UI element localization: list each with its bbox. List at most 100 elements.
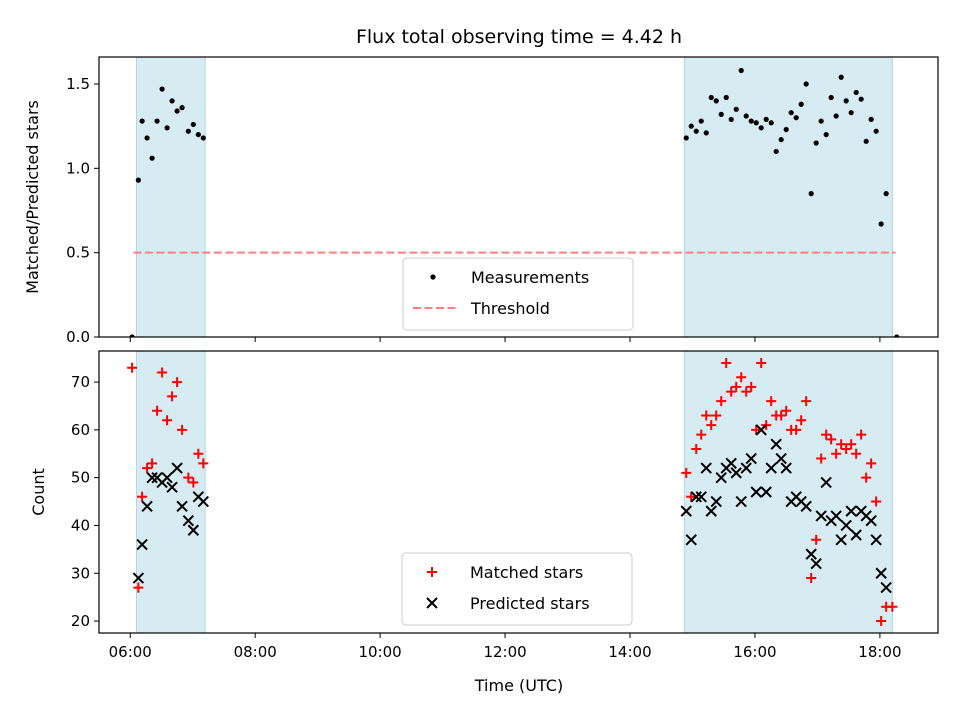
- data-point: [780, 462, 792, 474]
- data-point: [776, 410, 787, 421]
- data-point: [683, 135, 689, 141]
- data-point: [870, 534, 882, 546]
- data-point: [711, 410, 722, 421]
- data-point: [831, 448, 842, 459]
- data-point: [179, 105, 185, 111]
- data-point: [868, 116, 874, 123]
- y-axis-label: Count: [29, 468, 48, 516]
- data-point: [748, 118, 754, 124]
- data-point: [708, 94, 714, 101]
- data-point: [880, 581, 892, 594]
- data-point: [843, 98, 849, 104]
- observing-window: [683, 351, 893, 633]
- data-point: [167, 391, 178, 402]
- x-tick-label: 12:00: [483, 643, 526, 661]
- data-point: [728, 116, 734, 123]
- data-point: [773, 148, 779, 155]
- y-tick-label: 50: [71, 469, 90, 487]
- x-tick-label: 06:00: [109, 643, 152, 661]
- legend-box: [401, 552, 633, 626]
- data-point: [828, 94, 834, 101]
- data-point: [810, 557, 822, 570]
- data-point: [174, 108, 180, 114]
- data-point: [751, 424, 762, 435]
- data-point: [836, 439, 847, 450]
- data-point: [813, 140, 819, 146]
- data-point: [783, 126, 789, 133]
- data-point: [188, 477, 199, 488]
- legend-marker: [426, 597, 438, 609]
- data-point: [845, 505, 857, 517]
- data-point: [803, 81, 809, 87]
- data-point: [781, 405, 792, 416]
- legend-label: Threshold: [470, 299, 550, 318]
- data-point: [703, 130, 709, 136]
- y-tick-label: 1.0: [66, 159, 90, 177]
- data-point: [680, 505, 692, 517]
- data-point: [725, 457, 737, 470]
- data-point: [801, 396, 812, 407]
- data-point: [746, 381, 757, 392]
- data-point: [866, 458, 877, 469]
- x-axis-label: Time (UTC): [474, 676, 563, 695]
- data-point: [755, 424, 767, 436]
- data-point: [129, 334, 135, 337]
- data-point: [765, 462, 777, 474]
- data-point: [740, 462, 752, 474]
- data-point: [176, 500, 188, 513]
- data-point: [858, 96, 864, 102]
- y-tick-label: 20: [71, 612, 90, 630]
- chart-title: Flux total observing time = 4.42 h: [356, 26, 682, 48]
- data-point: [700, 462, 712, 474]
- observing-window: [683, 57, 893, 337]
- data-point: [805, 548, 817, 560]
- data-point: [853, 89, 859, 96]
- data-point: [745, 452, 757, 465]
- legend-label: Matched stars: [470, 563, 583, 582]
- y-tick-label: 0.0: [66, 328, 90, 346]
- y-tick-label: 0.5: [66, 244, 90, 262]
- data-point: [865, 514, 877, 527]
- data-point: [713, 98, 719, 104]
- data-point: [185, 128, 191, 134]
- x-tick-label: 08:00: [234, 643, 277, 661]
- axes-frame: [98, 56, 939, 338]
- data-point: [696, 429, 707, 440]
- data-point: [818, 118, 824, 124]
- y-tick-label: 1.5: [66, 75, 90, 93]
- data-point: [133, 582, 144, 593]
- data-point: [846, 439, 857, 450]
- data-point: [826, 434, 837, 445]
- data-point: [693, 128, 699, 134]
- data-point: [875, 567, 887, 579]
- y-tick-label: 60: [71, 421, 90, 439]
- data-point: [152, 405, 163, 416]
- data-point: [816, 453, 827, 464]
- data-point: [690, 491, 702, 503]
- data-point: [171, 462, 183, 474]
- data-point: [139, 118, 145, 124]
- data-point: [172, 377, 183, 388]
- data-point: [195, 131, 201, 138]
- data-point: [788, 110, 794, 116]
- data-point: [887, 601, 898, 612]
- data-point: [753, 120, 759, 126]
- data-point: [710, 495, 722, 508]
- data-point: [716, 396, 727, 407]
- data-point: [878, 221, 884, 227]
- data-point: [146, 471, 158, 484]
- data-point: [198, 458, 209, 469]
- legend-box: [402, 257, 634, 331]
- data-point: [823, 131, 829, 138]
- data-point: [743, 113, 749, 119]
- data-point: [701, 410, 712, 421]
- data-point: [735, 495, 747, 508]
- data-point: [894, 334, 900, 337]
- data-point: [731, 381, 742, 392]
- data-point: [856, 429, 867, 440]
- x-tick-label: 14:00: [608, 643, 651, 661]
- data-point: [718, 111, 724, 117]
- data-point: [838, 74, 844, 80]
- y-tick-label: 70: [71, 373, 90, 391]
- legend-marker: [430, 274, 436, 280]
